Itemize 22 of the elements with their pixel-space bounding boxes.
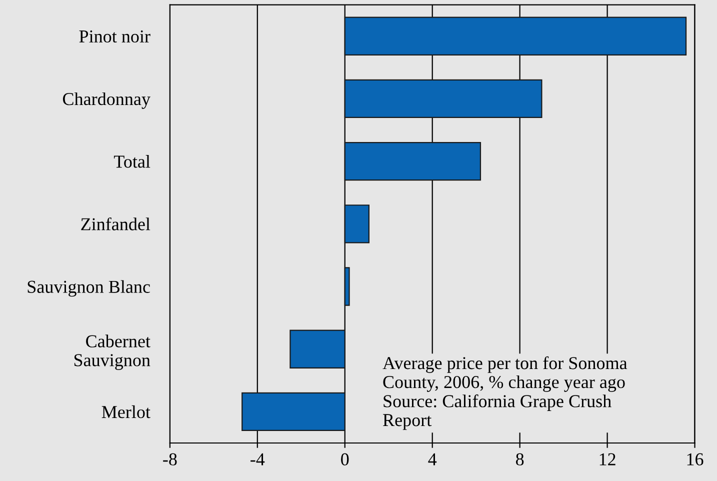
x-tick-label: 8 — [516, 453, 524, 466]
x-tick-label: -8 — [163, 453, 177, 466]
y-tick-label: Merlot — [102, 405, 150, 418]
bar — [242, 392, 346, 432]
y-tick-label: Total — [114, 155, 150, 168]
y-tick-label: Zinfandel — [81, 217, 150, 230]
y-tick-label: Chardonnay — [62, 92, 150, 109]
x-tick-label: 4 — [428, 453, 437, 466]
bar — [290, 330, 346, 368]
bar — [344, 267, 350, 306]
y-tick-label: Sauvignon Blanc — [28, 280, 150, 297]
x-tick-label: 16 — [687, 453, 704, 466]
bar — [344, 79, 542, 118]
bar — [344, 204, 370, 244]
x-tick-label: 12 — [600, 453, 616, 466]
bar — [344, 142, 482, 181]
x-tick-label: -4 — [250, 453, 265, 466]
bar — [344, 16, 687, 56]
x-tick-label: 0 — [341, 453, 349, 466]
y-tick-label: Cabernet Sauvignon — [74, 334, 150, 370]
annotation: Average price per ton for Sonoma County, 2006, % change year ago Source: California Grape Crush Report — [382, 356, 628, 430]
y-tick-label: Pinot noir — [79, 30, 150, 43]
